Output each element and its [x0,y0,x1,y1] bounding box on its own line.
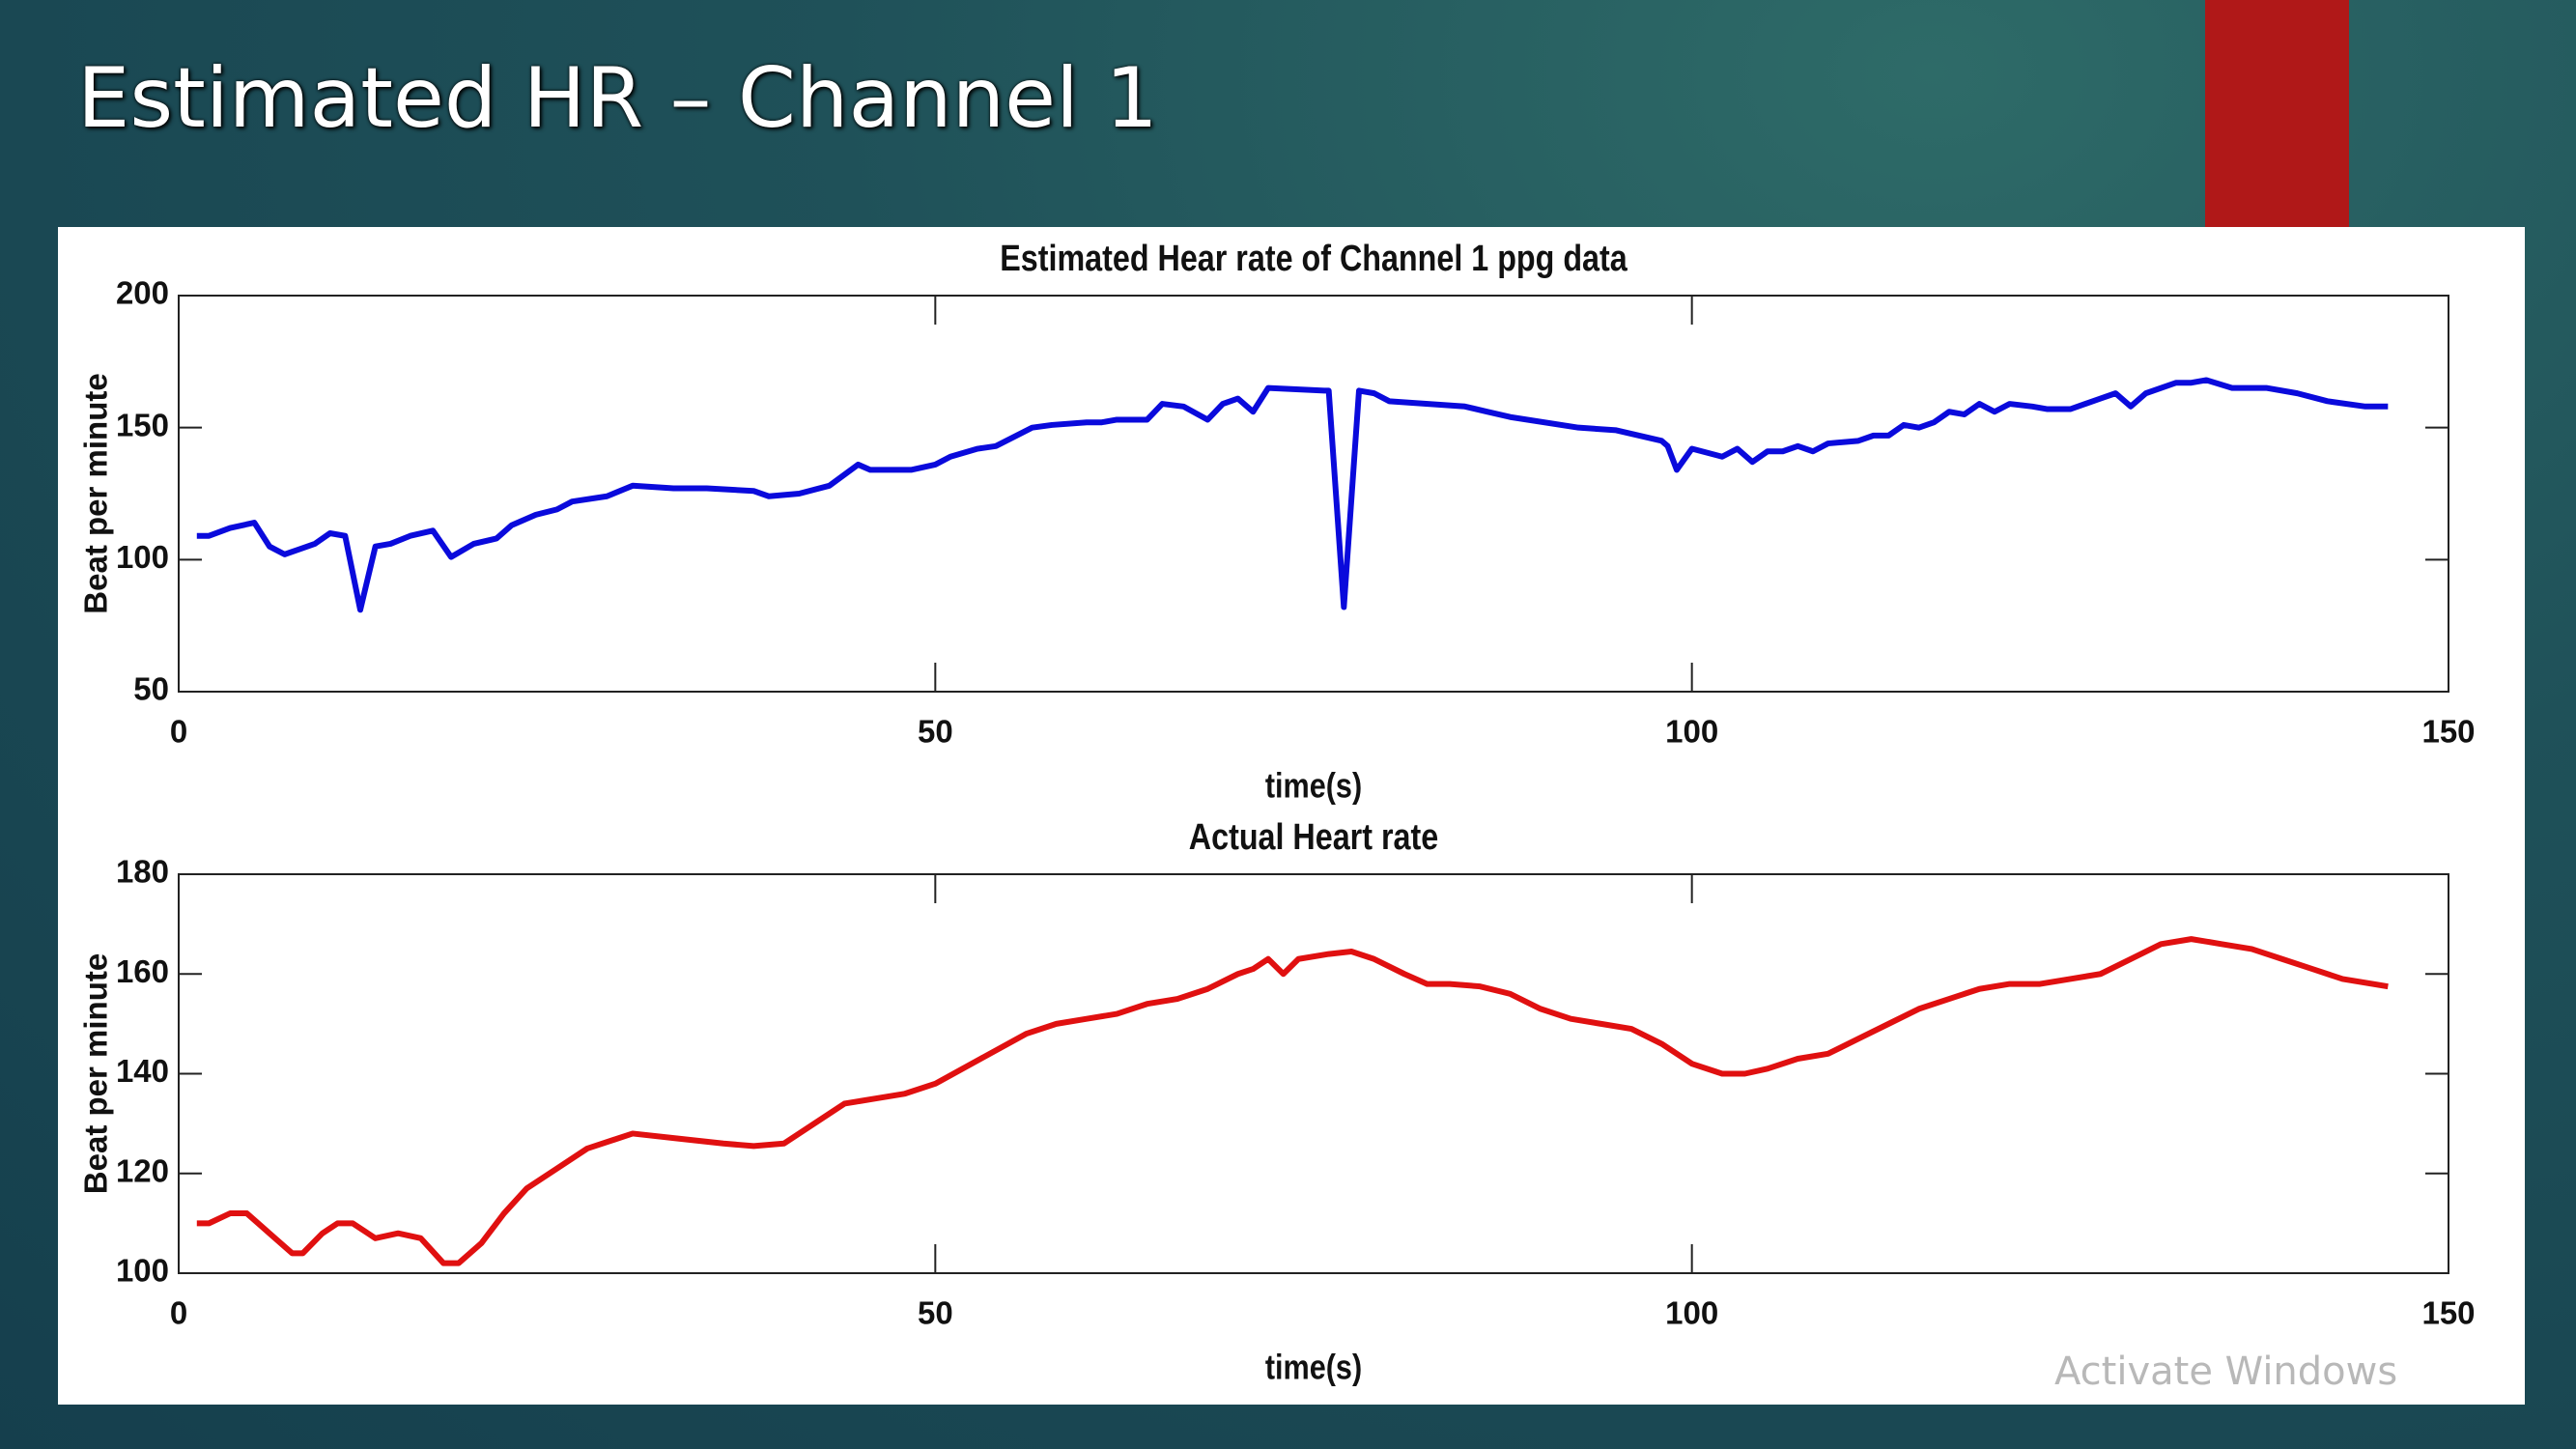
y-tick-label: 100 [116,539,169,575]
x-tick-label: 100 [1665,714,1718,750]
y-tick-label: 100 [116,1253,169,1289]
plot-area [178,295,2449,693]
x-tick-label: 0 [170,714,187,750]
plot-area [178,873,2449,1274]
x-tick-label: 50 [918,714,953,750]
y-axis-label: Beat per minute [78,953,114,1194]
chart-title: Estimated Hear rate of Channel 1 ppg dat… [1000,239,1628,279]
y-tick-label: 180 [116,854,169,890]
accent-bar [2205,0,2349,227]
chart-title: Actual Heart rate [1189,817,1438,858]
x-tick-label: 150 [2421,714,2475,750]
data-line [196,377,2389,613]
slide-title: Estimated HR – Channel 1 [77,50,1159,147]
x-axis-label: time(s) [1265,1349,1362,1387]
x-axis-label: time(s) [1265,767,1362,806]
y-axis-label: Beat per minute [78,373,114,613]
y-tick-label: 50 [133,671,169,707]
watermark: Activate Windows [2054,1350,2398,1394]
y-tick-label: 140 [116,1053,169,1089]
x-tick-label: 50 [918,1295,953,1331]
x-tick-label: 0 [170,1295,187,1331]
y-tick-label: 160 [116,953,169,989]
y-tick-label: 200 [116,275,169,311]
data-line [196,936,2389,1266]
x-tick-label: 150 [2421,1295,2475,1331]
y-tick-label: 120 [116,1152,169,1188]
y-tick-label: 150 [116,407,169,442]
x-tick-label: 100 [1665,1295,1718,1331]
